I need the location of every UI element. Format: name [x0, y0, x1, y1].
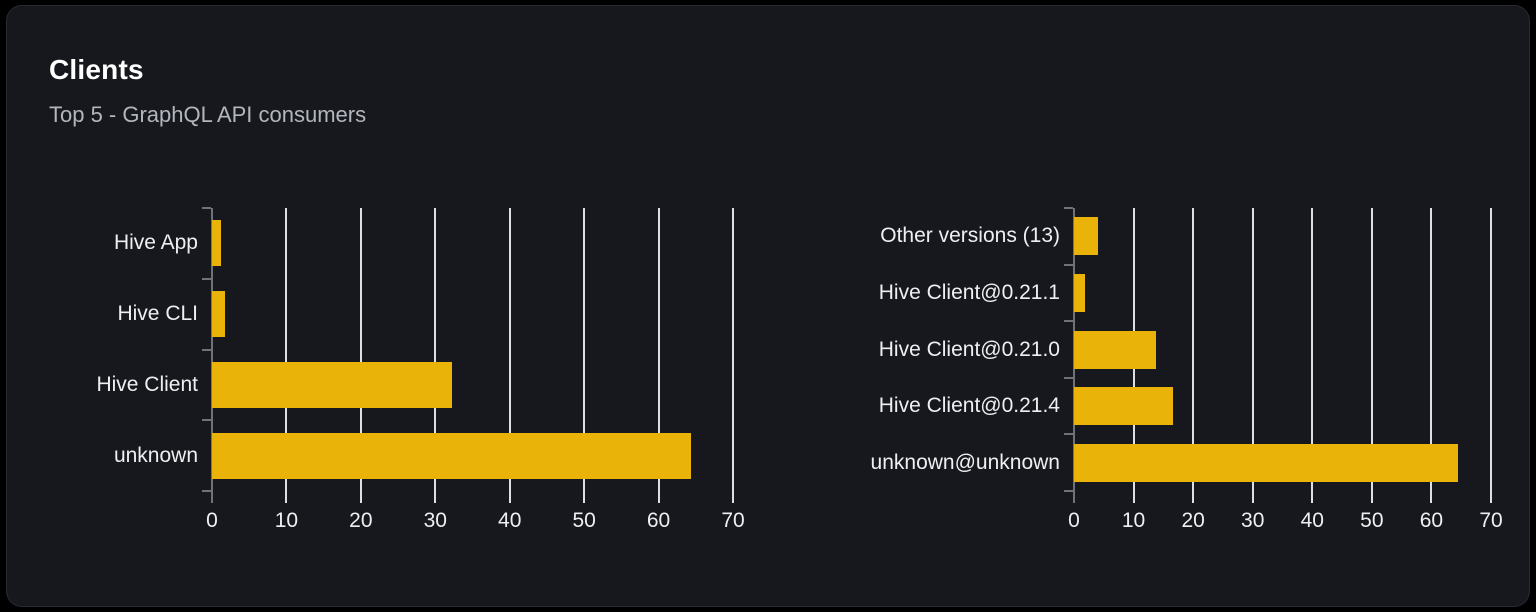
x-axis-tick-label: 60 — [646, 509, 671, 532]
y-axis-tick — [202, 419, 211, 422]
category-label: unknown — [113, 443, 198, 467]
gridline — [285, 208, 288, 503]
category-label: Hive CLI — [117, 302, 198, 326]
y-axis-tick — [1064, 376, 1073, 379]
x-axis-tick-label: 0 — [1068, 509, 1080, 532]
x-axis-tick-label: 40 — [498, 509, 522, 532]
x-axis-tick-label: 10 — [1121, 509, 1146, 532]
clients-by-name-chart: 0 10 20 30 40 50 60 70 Hive App Hive CLI Hive Clie… — [7, 6, 1529, 606]
gridline — [583, 208, 586, 503]
gridline — [1192, 208, 1195, 503]
x-axis-tick-label: 60 — [1419, 509, 1444, 532]
category-label: Hive App — [113, 231, 198, 255]
y-axis-tick — [202, 207, 211, 209]
bar-hive-client-0-21-1[interactable] — [1074, 273, 1085, 312]
gridline — [1430, 208, 1433, 503]
x-axis-tick-label: 70 — [1479, 509, 1503, 532]
gridline — [657, 208, 660, 503]
gridline — [1490, 208, 1492, 503]
category-label: Hive Client@0.21.0 — [878, 337, 1060, 361]
bar-unknown[interactable] — [212, 432, 692, 479]
bar-hive-app[interactable] — [212, 220, 221, 267]
gridline — [508, 208, 511, 503]
bar-hive-client-0-21-0[interactable] — [1074, 330, 1156, 369]
x-axis-tick-label: 70 — [721, 509, 745, 532]
bar-hive-cli[interactable] — [212, 291, 226, 338]
x-axis-tick-label: 20 — [349, 509, 373, 532]
gridline — [1251, 208, 1254, 503]
category-label: Hive Client@0.21.4 — [878, 394, 1060, 418]
gridline — [359, 208, 362, 503]
category-label: unknown@unknown — [870, 450, 1060, 474]
y-axis-line — [211, 208, 213, 503]
y-axis-tick — [1064, 490, 1073, 492]
bar-hive-client-0-21-4[interactable] — [1074, 387, 1174, 426]
x-axis-tick-label: 40 — [1300, 509, 1324, 532]
bar-hive-client[interactable] — [212, 361, 452, 408]
x-axis-tick-label: 50 — [572, 509, 596, 532]
x-axis-tick-label: 10 — [274, 509, 299, 532]
x-axis-tick-label: 0 — [206, 509, 218, 532]
x-axis-tick-label: 50 — [1360, 509, 1384, 532]
y-axis-tick — [1064, 433, 1073, 436]
category-label: Other versions (13) — [880, 224, 1060, 248]
y-axis-tick — [1064, 320, 1073, 323]
bar-other-versions-13-[interactable] — [1074, 217, 1098, 256]
category-label: Hive Client — [96, 372, 198, 396]
category-label: Hive Client@0.21.1 — [878, 280, 1060, 304]
y-axis-tick — [1064, 263, 1073, 266]
clients-by-version-chart: 0 10 20 30 40 50 60 70 Other versions (13) Hive C… — [7, 6, 1529, 606]
clients-card: Clients Top 5 - GraphQL API consumers 0 1… — [6, 5, 1530, 607]
gridline — [1370, 208, 1373, 503]
x-axis-tick-label: 30 — [1241, 509, 1265, 532]
y-axis-tick — [202, 348, 211, 351]
gridline — [434, 208, 437, 503]
x-axis-tick-label: 20 — [1181, 509, 1205, 532]
y-axis-tick — [1064, 207, 1073, 209]
gridline — [1311, 208, 1314, 503]
y-axis-tick — [202, 277, 211, 280]
y-axis-tick — [202, 490, 211, 492]
card-title: Clients — [49, 54, 144, 85]
x-axis-tick-label: 30 — [423, 509, 447, 532]
card-subtitle: Top 5 - GraphQL API consumers — [49, 102, 367, 127]
gridline — [732, 208, 734, 503]
bar-unknown-unknown[interactable] — [1074, 443, 1458, 482]
